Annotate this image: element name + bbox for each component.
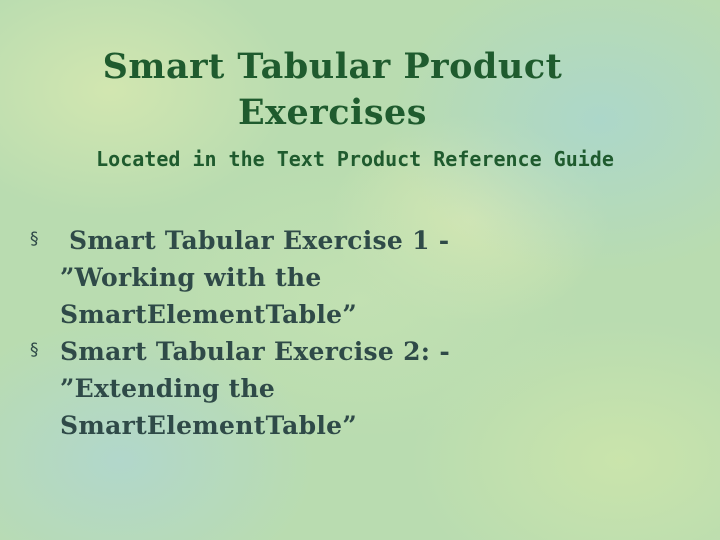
bullet-item-exercise-1: § Smart Tabular Exercise 1 - ”Working wi… [30,222,590,333]
bullet-line: Smart Tabular Exercise 1 - [60,226,450,255]
bullet-line: Smart Tabular Exercise 2: - [60,337,451,366]
bullet-text-exercise-1: Smart Tabular Exercise 1 - ”Working with… [60,222,590,333]
bullet-marker-icon: § [30,340,39,360]
bullet-marker-icon: § [30,229,39,249]
bullet-list: § Smart Tabular Exercise 1 - ”Working wi… [30,222,590,444]
bullet-line: SmartElementTable” [60,411,358,440]
slide-title: Smart Tabular Product Exercises [0,44,665,136]
bullet-line: ”Extending the [60,374,276,403]
slide-title-line-1: Smart Tabular Product [102,46,563,87]
slide-title-line-2: Exercises [237,92,428,133]
bullet-line: ”Working with the [60,263,322,292]
bullet-line: SmartElementTable” [60,300,358,329]
slide-subtitle: Located in the Text Product Reference Gu… [96,147,614,171]
bullet-item-exercise-2: § Smart Tabular Exercise 2: - ”Extending… [30,333,590,444]
bullet-text-exercise-2: Smart Tabular Exercise 2: - ”Extending t… [60,333,590,444]
